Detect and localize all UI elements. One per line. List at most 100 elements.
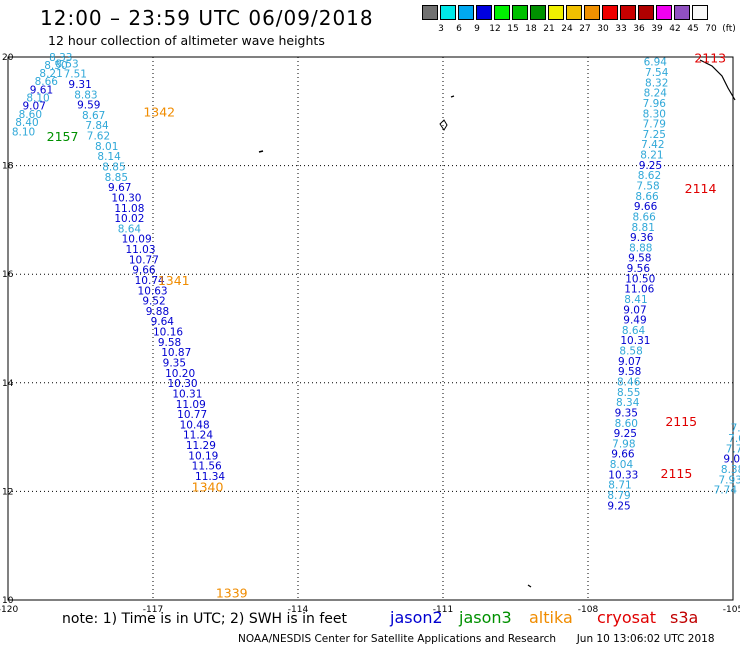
wave-height-value: 8.34 — [616, 397, 640, 409]
axis-labels: 20 18 16 14 12 10-120 -117 -114 -111 -108 -105 — [0, 53, 740, 615]
wave-height-value: 8.66 — [35, 76, 59, 88]
pass-label: 2115 — [665, 414, 697, 429]
map-grid — [7, 56, 734, 601]
track-east-track: 6.947.548.328.247.968.307.797.257.428.21… — [607, 57, 668, 513]
wave-height-value: 10.02 — [114, 213, 144, 225]
legend-jason2: jason2 — [390, 608, 443, 627]
wave-height-value: 9.25 — [614, 428, 637, 440]
wave-height-value: 11.29 — [186, 440, 216, 452]
wave-height-value: 7.5 — [731, 423, 740, 435]
color-swatch — [584, 5, 600, 20]
wave-height-value: 10.74 — [135, 275, 165, 287]
wave-height-value: 8.60 — [19, 109, 42, 121]
wave-height-value: 8.79 — [607, 490, 630, 502]
color-swatch — [458, 5, 474, 20]
wave-height-value: 9.58 — [158, 337, 181, 349]
color-swatch — [548, 5, 564, 20]
lon-tick-label: -105 — [723, 605, 740, 615]
wave-height-value: 10.09 — [122, 234, 152, 246]
pass-label: 1341 — [158, 273, 190, 288]
lat-tick-label: 16 — [2, 270, 14, 280]
color-scale-label: 33 — [615, 24, 627, 34]
pass-label: 1339 — [216, 585, 248, 600]
color-scale-label: 70 — [705, 24, 717, 34]
wave-height-value: 7.62 — [87, 131, 110, 143]
wave-height-value: 7.93 — [719, 474, 740, 486]
wave-height-value: 8.85 — [102, 161, 125, 173]
coastline — [258, 59, 736, 588]
wave-height-value: 8.14 — [97, 151, 121, 163]
color-scale-label: 6 — [456, 24, 462, 34]
wave-height-value: 9.66 — [132, 265, 156, 277]
footer-date: Jun 10 13:06:02 UTC 2018 — [576, 633, 715, 645]
legend-jason3: jason3 — [459, 608, 512, 627]
color-scale-label: 30 — [597, 24, 609, 34]
footer-org: NOAA/NESDIS Center for Satellite Applica… — [238, 633, 556, 645]
wave-height-value: 8.64 — [622, 325, 646, 337]
color-scale-label: 9 — [474, 24, 480, 34]
wave-height-value: 7.58 — [636, 180, 659, 192]
color-scale-label: 36 — [633, 24, 645, 34]
track-far-east-track: 7.57.67.79.018.387.937.74 — [714, 423, 740, 497]
wave-height-value: 7.51 — [64, 69, 87, 81]
pass-labels: 1342 2157 1341 1340 1339 2113 2114 2115 2115 — [47, 50, 726, 600]
wave-height-value: 11.08 — [114, 203, 144, 215]
lon-tick-label: -120 — [0, 605, 18, 615]
color-swatch — [530, 5, 546, 20]
color-scale-label: 12 — [489, 24, 501, 34]
track-nw-cluster: 8.338.508.218.669.618.109.078.608.408.10 — [12, 52, 73, 139]
legend-altika: altika — [529, 608, 573, 627]
wave-height-value: 8.88 — [629, 242, 652, 254]
wave-height-value: 8.81 — [632, 222, 655, 234]
wave-height-value: 9.88 — [146, 306, 169, 318]
legend-s3a: s3a — [670, 608, 699, 627]
pass-label: 1340 — [192, 479, 224, 494]
lat-tick-label: 10 — [2, 596, 14, 606]
lat-tick-label: 20 — [2, 53, 14, 63]
wave-height-value: 8.21 — [640, 150, 663, 162]
color-swatch — [620, 5, 636, 20]
wave-height-value: 8.46 — [617, 377, 641, 389]
wave-tracks: 8.537.519.318.839.598.677.847.628.018.14… — [12, 52, 740, 513]
wave-height-value: 9.58 — [628, 253, 651, 265]
legend-cryosat: cryosat — [597, 608, 657, 627]
wave-height-value: 7.25 — [643, 129, 666, 141]
map-frame — [7, 56, 734, 601]
wave-height-value: 10.63 — [138, 285, 168, 297]
wave-height-value: 8.40 — [15, 117, 38, 129]
color-scale-label: (ft) — [722, 24, 736, 34]
wave-height-value: 6.94 — [644, 57, 668, 69]
wave-height-value: 8.85 — [105, 172, 128, 184]
wave-height-value: 10.19 — [188, 450, 218, 462]
pass-label: 2157 — [47, 129, 79, 144]
color-swatch — [692, 5, 708, 20]
wave-height-value: 8.04 — [610, 459, 634, 471]
wave-height-value: 9.67 — [108, 182, 131, 194]
wave-height-value: 7.98 — [612, 438, 635, 450]
wave-height-value: 8.10 — [12, 127, 35, 139]
wave-height-value: 8.30 — [643, 108, 666, 120]
wave-height-value: 8.41 — [624, 294, 647, 306]
wave-height-value: 9.25 — [607, 500, 630, 512]
wave-height-value: 9.64 — [151, 316, 175, 328]
wave-height-value: 8.60 — [615, 418, 638, 430]
color-scale-label: 24 — [561, 24, 573, 34]
wave-height-value: 7.42 — [641, 139, 664, 151]
wave-height-value: 8.24 — [644, 88, 668, 100]
lat-tick-label: 12 — [2, 487, 13, 497]
wave-height-value: 8.58 — [619, 346, 642, 358]
wave-height-value: 10.31 — [172, 388, 202, 400]
wave-height-value: 8.64 — [118, 223, 142, 235]
wave-height-value: 8.21 — [39, 68, 62, 80]
wave-height-value: 7.79 — [643, 119, 666, 131]
pass-label: 2115 — [661, 466, 693, 481]
wave-height-value: 9.35 — [163, 358, 186, 370]
wave-height-value: 8.55 — [617, 387, 640, 399]
color-scale-label: 39 — [651, 24, 663, 34]
wave-height-value: 10.30 — [168, 378, 198, 390]
lon-tick-label: -114 — [288, 605, 309, 615]
wave-height-value: 9.61 — [30, 84, 53, 96]
wave-height-value: 9.31 — [68, 79, 91, 91]
pass-label: 1342 — [143, 105, 175, 120]
